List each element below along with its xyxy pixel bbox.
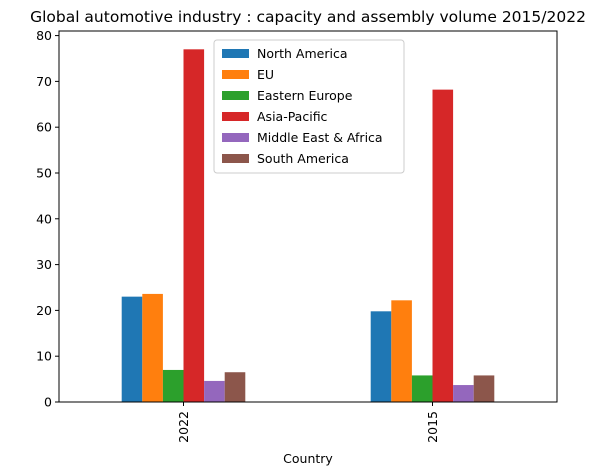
bar-asia-pacific-2022 [183,49,205,402]
y-tick-label: 10 [36,349,52,364]
x-axis: 2022 2015 [176,402,440,443]
legend-swatch [222,112,249,121]
bar-eastern-europe-2015 [411,375,433,402]
x-axis-label: Country [283,451,333,466]
legend-swatch [222,154,249,163]
bar-eu-2022 [142,293,163,402]
bar-south-america-2022 [224,372,246,402]
y-tick-label: 20 [36,303,52,318]
x-tick-label: 2015 [425,411,440,443]
legend-label: Eastern Europe [257,88,353,103]
legend-label: North America [257,46,348,61]
y-tick-label: 80 [36,28,52,43]
y-tick-label: 30 [36,257,52,272]
plot-frame [58,30,558,403]
chart-title: Global automotive industry : capacity an… [30,8,586,26]
bar-south-america-2015 [473,375,495,402]
y-tick-label: 40 [36,211,52,226]
legend-label: Middle East & Africa [257,130,383,145]
x-tick-label: 2022 [176,411,191,443]
legend-swatch [222,133,249,142]
bar-eastern-europe-2022 [162,369,184,402]
legend-swatch [222,91,249,100]
bar-north-america-2022 [121,296,143,402]
legend-label: South America [257,151,349,166]
bar-middle-east-africa-2015 [453,385,474,402]
legend-swatch [222,49,249,58]
y-tick-label: 70 [36,74,52,89]
legend-swatch [222,70,249,79]
bar-eu-2015 [391,300,412,402]
bars-group [121,49,495,402]
legend-label: EU [257,67,274,82]
y-tick-label: 50 [36,165,52,180]
y-axis: 0 10 20 30 40 50 60 70 80 [36,28,59,410]
bar-middle-east-africa-2022 [204,380,225,402]
legend-box [213,39,405,174]
legend-label: Asia-Pacific [257,109,328,124]
bar-north-america-2015 [370,311,392,402]
legend: North America EU Eastern Europe Asia-Pacifi… [213,39,405,174]
bar-asia-pacific-2015 [432,89,454,402]
y-tick-label: 0 [44,395,52,410]
y-tick-label: 60 [36,120,52,135]
